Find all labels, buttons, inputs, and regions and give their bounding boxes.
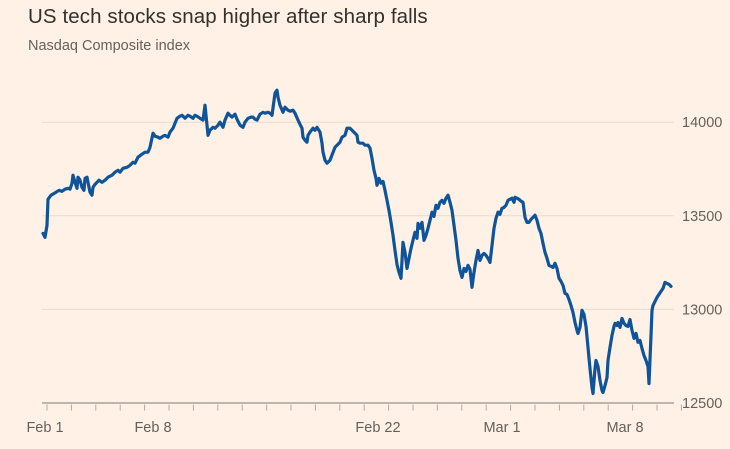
x-axis-label: Feb 8 [134,420,171,436]
x-axis-label: Mar 1 [483,420,520,436]
gridlines [42,121,674,404]
y-axis-labels: 12500 13000 13500 14000 [682,115,722,412]
y-axis-label: 12500 [682,396,722,412]
x-axis-ticks [46,404,682,411]
chart-subtitle: Nasdaq Composite index [28,38,191,54]
x-axis-labels: Feb 1 Feb 8 Feb 22 Mar 1 Mar 8 [26,420,643,436]
y-axis-label: 13000 [682,302,722,318]
y-axis-label: 14000 [682,115,722,131]
x-axis-label: Feb 22 [355,420,400,436]
y-axis-label: 13500 [682,209,722,225]
chart-title: US tech stocks snap higher after sharp f… [28,5,428,28]
x-axis-label: Mar 8 [606,420,643,436]
x-axis-label: Feb 1 [26,420,63,436]
price-line [41,88,673,396]
